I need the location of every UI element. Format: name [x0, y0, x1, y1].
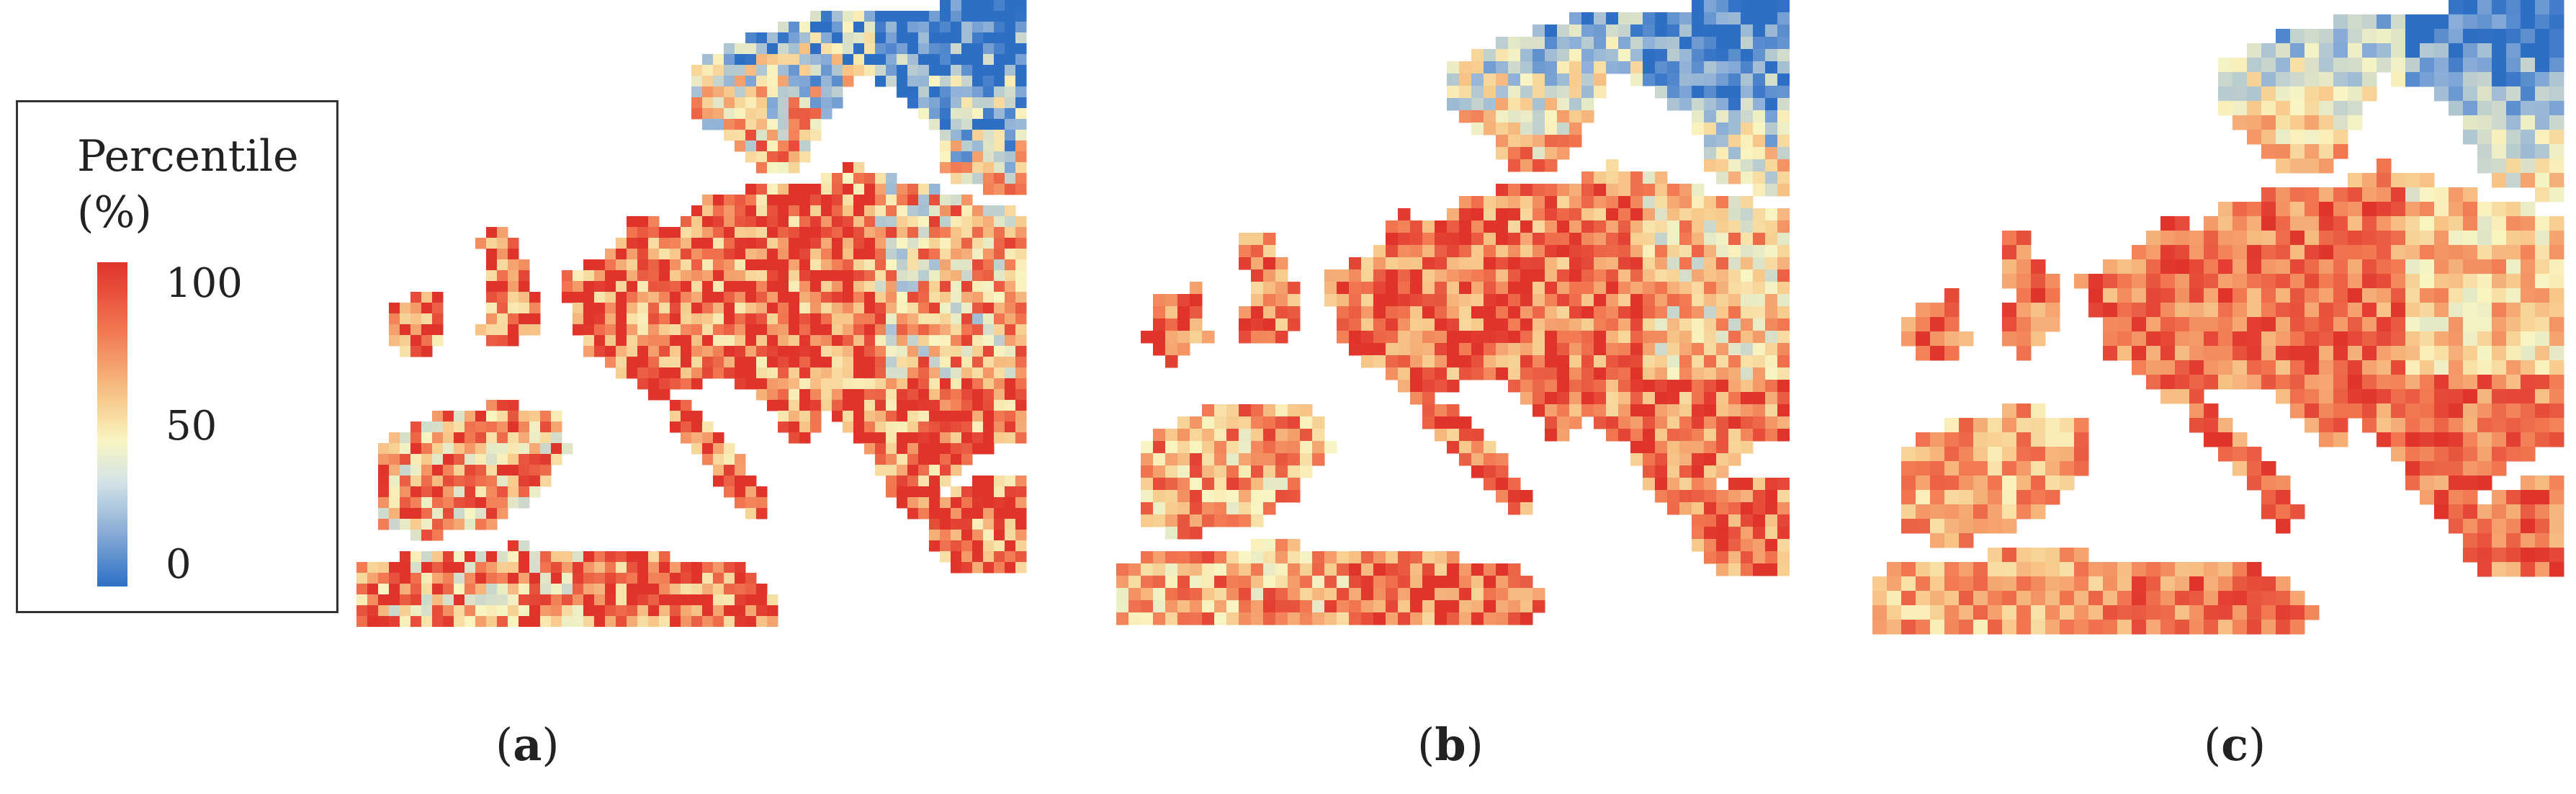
legend-color-bar — [97, 262, 127, 586]
map-panel-c — [1872, 0, 2575, 641]
map-panel-b — [1116, 0, 1790, 627]
legend-title-line2: (%) — [77, 187, 152, 238]
legend: Percentile (%) 100 50 0 — [16, 100, 338, 613]
caption-a: (a) — [495, 718, 560, 771]
map-cells — [356, 0, 1027, 627]
map-cells — [1116, 0, 1790, 625]
map-panel-a — [356, 0, 1030, 627]
legend-title: Percentile (%) — [77, 128, 299, 241]
caption-c: (c) — [2204, 718, 2266, 771]
map-cells — [1872, 0, 2564, 635]
legend-tick-0: 0 — [166, 541, 192, 588]
legend-title-line1: Percentile — [77, 131, 299, 182]
europe-map-c — [1872, 0, 2564, 635]
europe-map-b — [1116, 0, 1790, 625]
europe-map-a — [356, 0, 1027, 627]
legend-tick-100: 100 — [166, 260, 243, 307]
legend-tick-50: 50 — [166, 403, 217, 450]
caption-b: (b) — [1417, 718, 1484, 771]
